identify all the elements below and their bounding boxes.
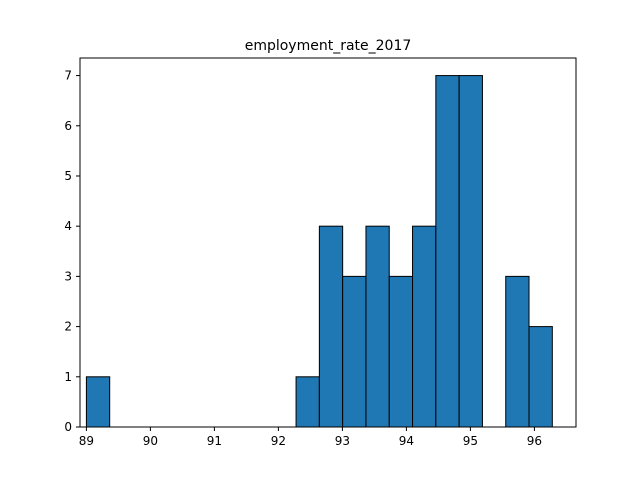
y-tick-label: 7 xyxy=(64,69,72,83)
x-tick-label: 90 xyxy=(143,434,158,448)
x-tick-label: 89 xyxy=(79,434,94,448)
x-tick-label: 93 xyxy=(335,434,350,448)
ticks-layer: 89 90 91 92 93 94 95 96 0 1 2 3 4 5 6 7 xyxy=(64,69,542,448)
y-tick-label: 2 xyxy=(64,320,72,334)
x-tick-label: 94 xyxy=(399,434,414,448)
histogram-bar xyxy=(318,225,344,428)
histogram-bar xyxy=(435,75,460,428)
y-tick-label: 3 xyxy=(64,269,72,283)
histogram-bar xyxy=(458,75,483,428)
histogram-bar xyxy=(528,326,553,428)
chart-title: employment_rate_2017 xyxy=(245,38,412,54)
histogram-bar xyxy=(505,275,530,428)
y-tick-label: 0 xyxy=(64,420,72,434)
x-tick-label: 95 xyxy=(463,434,478,448)
histogram-bar xyxy=(85,376,111,428)
histogram-bar xyxy=(388,275,414,428)
plot-frame xyxy=(79,57,577,428)
y-tick-label: 1 xyxy=(64,370,72,384)
x-tick-label: 91 xyxy=(207,434,222,448)
histogram-bar xyxy=(295,376,320,428)
x-tick-label: 96 xyxy=(527,434,542,448)
histogram-bar xyxy=(365,225,390,428)
y-tick-label: 5 xyxy=(64,169,72,183)
x-tick-label: 92 xyxy=(271,434,286,448)
histogram-bar xyxy=(412,225,437,428)
histogram-bar xyxy=(342,275,367,428)
y-tick-label: 4 xyxy=(64,219,72,233)
y-tick-label: 6 xyxy=(64,119,72,133)
bars-layer xyxy=(85,75,553,428)
